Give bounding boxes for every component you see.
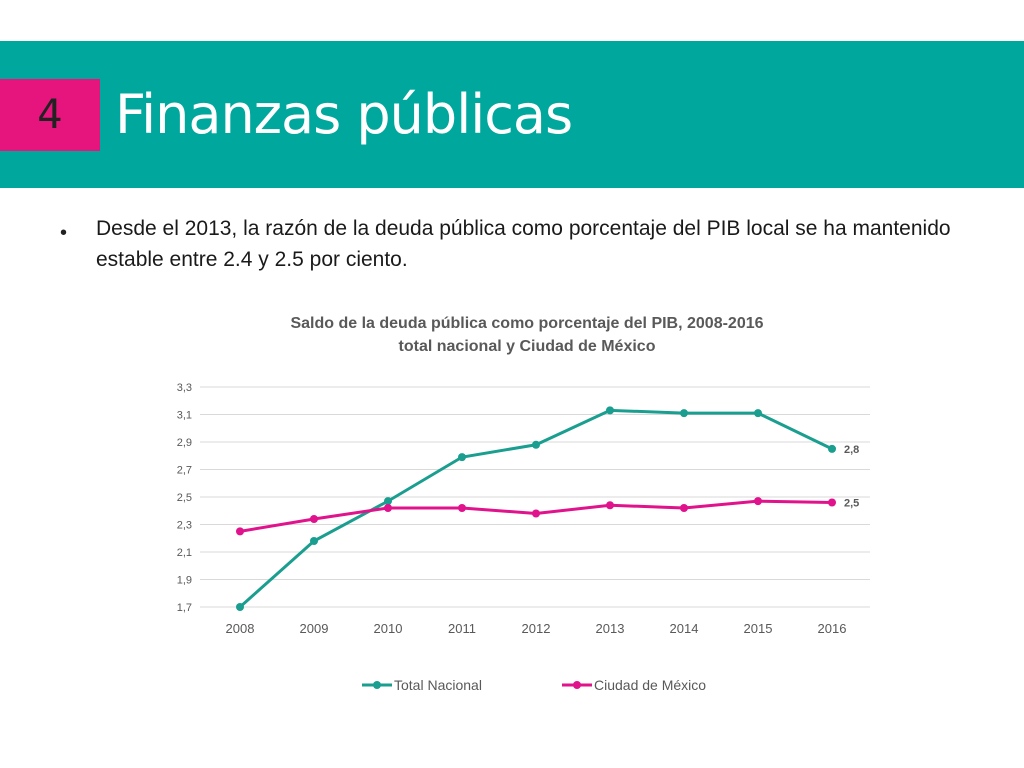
data-point	[384, 497, 392, 506]
y-tick-label: 3,3	[177, 382, 192, 394]
data-point	[236, 527, 244, 536]
data-point	[384, 504, 392, 512]
x-tick-label: 2013	[596, 621, 625, 636]
bullet-icon: •	[60, 222, 68, 244]
y-axis-ticks: 1,7 1,9 2,1 2,3 2,5 2,7 2,9 3,1 3,3	[177, 382, 192, 614]
bullet-text: Desde el 2013, la razón de la deuda públ…	[96, 217, 951, 271]
y-tick-label: 1,7	[177, 602, 192, 614]
data-point	[606, 406, 614, 415]
data-point	[236, 603, 244, 611]
chart-title-line2: total nacional y Ciudad de México	[399, 338, 656, 355]
x-tick-label: 2009	[300, 621, 329, 636]
data-point	[458, 504, 466, 512]
data-point	[532, 509, 540, 518]
header-band	[0, 41, 1024, 188]
y-tick-label: 2,3	[177, 520, 192, 532]
grid-lines	[200, 386, 870, 608]
data-point	[828, 444, 836, 453]
data-point	[458, 453, 466, 462]
x-tick-label: 2016	[818, 621, 847, 636]
data-label: 2,8	[844, 444, 859, 456]
slide-title: Finanzas públicas	[115, 83, 573, 146]
x-tick-label: 2014	[670, 621, 699, 636]
series-lines: 2,8 2,5	[236, 406, 859, 611]
x-tick-label: 2012	[522, 621, 551, 636]
data-point	[754, 497, 762, 506]
data-point	[680, 409, 688, 418]
y-tick-label: 1,9	[177, 575, 192, 587]
x-tick-label: 2011	[448, 621, 476, 636]
section-number-badge: 4	[0, 79, 100, 151]
series-line	[239, 408, 833, 609]
x-tick-label: 2008	[226, 621, 255, 636]
legend-label: Ciudad de México	[594, 677, 706, 693]
y-tick-label: 2,1	[177, 547, 192, 559]
data-point	[680, 504, 688, 512]
debt-line-chart: Saldo de la deuda pública como porcentaj…	[177, 315, 870, 693]
y-tick-label: 2,5	[177, 492, 192, 504]
data-point	[532, 440, 540, 449]
data-point	[828, 498, 836, 507]
y-tick-label: 2,7	[177, 465, 192, 477]
chart-legend: Total Nacional Ciudad de México	[362, 677, 706, 693]
data-point	[606, 501, 614, 510]
data-point	[310, 515, 318, 523]
legend-marker	[573, 681, 581, 689]
x-tick-label: 2010	[374, 621, 403, 636]
data-point	[310, 537, 318, 545]
data-label: 2,5	[844, 498, 859, 510]
chart-title-line1: Saldo de la deuda pública como porcentaj…	[290, 315, 763, 332]
data-point	[754, 409, 762, 418]
legend-label: Total Nacional	[394, 677, 482, 693]
x-axis-ticks: 2008 2009 2010 2011 2012 2013 2014 2015 2016	[226, 621, 847, 636]
legend-marker	[373, 681, 381, 689]
y-tick-label: 3,1	[177, 410, 192, 422]
y-tick-label: 2,9	[177, 437, 192, 449]
x-tick-label: 2015	[744, 621, 773, 636]
